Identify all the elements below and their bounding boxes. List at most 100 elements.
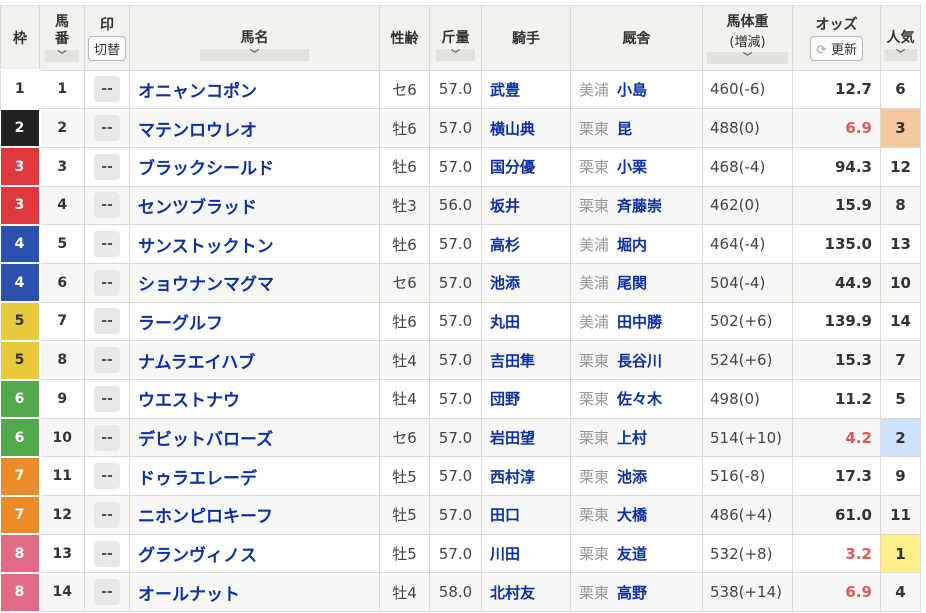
jockey-link[interactable]: 池添 [481,262,571,303]
mark-select[interactable]: -- [94,308,120,335]
mark-select[interactable]: -- [94,424,120,451]
trainer-link[interactable]: 小栗 [617,158,648,177]
jockey-link[interactable]: 西村淳 [481,456,571,497]
horse-name-link[interactable]: ニホンピロキーフ [129,495,380,535]
stable-region: 栗東 [579,545,610,564]
horse-name-link[interactable]: ナムラエイハブ [129,340,380,380]
mark-select[interactable]: -- [94,153,120,180]
sort-weight-chevron-down-icon[interactable]: ﹀ [436,48,475,61]
mark-select[interactable]: -- [94,231,120,258]
mark-select[interactable]: -- [94,579,120,606]
mark-select[interactable]: -- [94,501,120,528]
jockey-link[interactable]: 田口 [481,495,571,535]
odds-cell: 61.0 [792,495,881,535]
popularity-cell: 7 [880,340,921,380]
waku-cell: 8 [0,571,41,613]
jockey-link[interactable]: 横山典 [481,108,571,148]
stable-region: 美浦 [579,312,610,331]
trainer-link[interactable]: 池添 [617,467,648,486]
jockey-link[interactable]: 岩田望 [481,417,571,458]
popularity-cell: 4 [880,572,921,613]
jockey-link[interactable]: 高杉 [481,224,571,264]
table-row: 4 6 -- ショウナンマグマ セ6 57.0 池添 美浦 尾関 504(-4) 44.9 10 [0,262,921,304]
header-umaban: 馬番 ﹀ [39,5,85,71]
table-row: 6 9 -- ウエストナウ 牡4 57.0 団野 栗東 佐々木 498(0) 11.2 5 [0,378,921,420]
mark-cell: -- [84,379,130,419]
horse-name-link[interactable]: ウエストナウ [129,379,380,419]
trainer-link[interactable]: 田中勝 [617,312,663,331]
mark-cell: -- [84,69,130,110]
jockey-link[interactable]: 吉田隼 [481,340,571,380]
trainer-link[interactable]: 友道 [617,545,648,564]
horse-name-link[interactable]: ショウナンマグマ [129,262,380,303]
trainer-link[interactable]: 高野 [617,583,648,602]
body-weight-cell: 524(+6) [702,340,793,380]
odds-cell: 6.9 [792,108,881,148]
mark-cell: -- [84,417,130,458]
mark-select[interactable]: -- [94,385,120,412]
jockey-link[interactable]: 国分優 [481,146,571,187]
horse-name-link[interactable]: ラーグルフ [129,301,380,342]
odds-cell: 4.2 [792,417,881,458]
horse-name-link[interactable]: グランヴィノス [129,533,380,574]
odds-cell: 44.9 [792,262,881,303]
mark-cell: -- [84,572,130,613]
jockey-link[interactable]: 川田 [481,533,571,574]
mark-select[interactable]: -- [94,115,120,142]
trainer-link[interactable]: 尾関 [617,274,648,293]
horse-name-link[interactable]: サンストックトン [129,224,380,264]
waku-cell: 7 [0,455,41,497]
horse-name-link[interactable]: ブラックシールド [129,146,380,187]
body-weight-cell: 516(-8) [702,456,793,497]
stable-region: 栗東 [579,196,610,215]
mark-select[interactable]: -- [94,269,120,296]
sort-name-chevron-down-icon[interactable]: ﹀ [199,48,310,61]
mark-toggle-button[interactable]: 切替 [87,36,126,62]
horse-name-link[interactable]: オニャンコポン [129,69,380,110]
odds-cell: 6.9 [792,572,881,613]
trainer-link[interactable]: 大橋 [617,506,648,525]
stable-cell: 栗東 池添 [570,456,703,497]
stable-cell: 栗東 長谷川 [570,340,703,380]
mark-select[interactable]: -- [94,540,120,567]
weight-cell: 57.0 [429,262,482,303]
sort-body-weight-chevron-down-icon[interactable]: ﹀ [706,52,789,65]
mark-select[interactable]: -- [94,192,120,219]
odds-cell: 15.3 [792,340,881,380]
mark-select[interactable]: -- [94,463,120,490]
sexage-cell: 牡6 [379,146,430,187]
umaban-cell: 1 [39,69,85,110]
umaban-cell: 7 [39,301,85,342]
sexage-cell: セ6 [379,262,430,303]
jockey-link[interactable]: 武豊 [481,69,571,110]
mark-select[interactable]: -- [94,76,120,103]
waku-cell: 2 [0,107,41,149]
stable-region: 栗東 [579,429,610,448]
horse-name-link[interactable]: オールナット [129,572,380,613]
trainer-link[interactable]: 長谷川 [617,351,663,370]
horse-name-link[interactable]: デビットバローズ [129,417,380,458]
horse-name-link[interactable]: センツブラッド [129,185,380,226]
jockey-link[interactable]: 団野 [481,379,571,419]
horse-name-link[interactable]: マテンロウレオ [129,108,380,148]
trainer-link[interactable]: 小島 [617,80,648,99]
sort-popularity-chevron-down-icon[interactable]: ﹀ [883,48,918,61]
mark-select[interactable]: -- [94,347,120,374]
jockey-link[interactable]: 坂井 [481,185,571,226]
trainer-link[interactable]: 堀内 [617,235,648,254]
jockey-link[interactable]: 北村友 [481,572,571,613]
refresh-icon: ⟳ [815,43,827,59]
horse-name-link[interactable]: ドゥラエレーデ [129,456,380,497]
trainer-link[interactable]: 上村 [617,429,648,448]
odds-cell: 94.3 [792,146,881,187]
umaban-cell: 6 [39,262,85,303]
header-odds: オッズ ⟳ 更新 [792,5,881,71]
trainer-link[interactable]: 斉藤崇 [617,196,663,215]
mark-cell: -- [84,533,130,574]
trainer-link[interactable]: 昆 [617,119,633,138]
jockey-link[interactable]: 丸田 [481,301,571,342]
trainer-link[interactable]: 佐々木 [617,390,663,409]
sort-umaban-chevron-down-icon[interactable]: ﹀ [45,49,79,62]
odds-refresh-button[interactable]: ⟳ 更新 [809,36,864,62]
stable-region: 美浦 [579,235,610,254]
